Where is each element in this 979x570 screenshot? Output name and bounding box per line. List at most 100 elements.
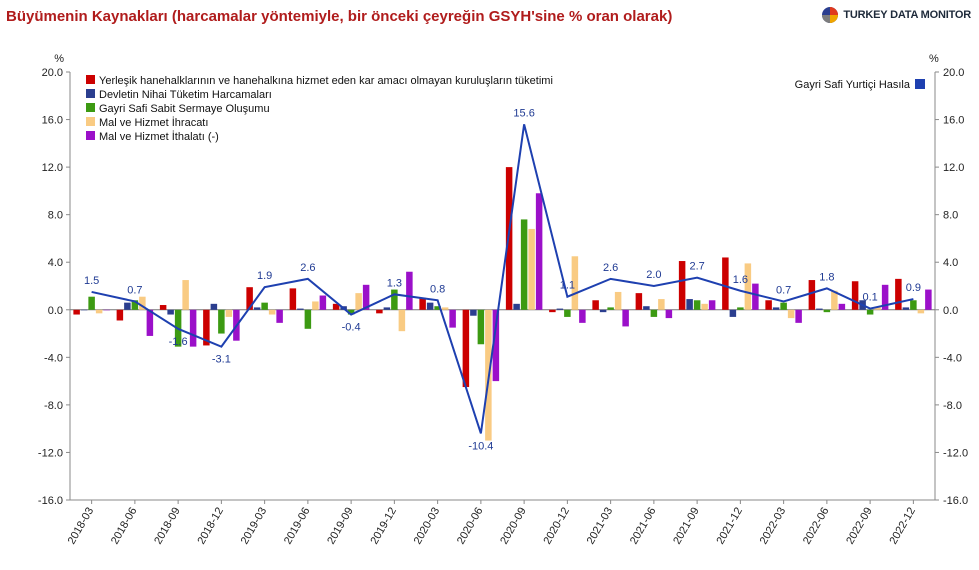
right-tick-label: -16.0 — [943, 495, 968, 507]
bar — [159, 305, 167, 310]
right-tick-label: 0.0 — [943, 305, 958, 317]
gdp-data-label: 2.6 — [300, 262, 315, 274]
bar — [246, 287, 253, 310]
x-tick-label: 2021-06 — [628, 506, 659, 547]
bar — [261, 302, 268, 310]
left-tick-label: 0.0 — [48, 305, 63, 317]
bar — [449, 309, 456, 328]
legend-label: Yerleşik hanehalklarının ve hanehalkına … — [99, 75, 553, 87]
bar — [665, 309, 673, 319]
bar — [88, 296, 95, 310]
bar — [780, 302, 787, 310]
bar — [722, 257, 729, 310]
bar — [218, 309, 225, 334]
gdp-data-label: 0.9 — [906, 282, 921, 294]
left-tick-label: 16.0 — [42, 115, 63, 127]
bar — [116, 309, 124, 321]
bar — [925, 289, 932, 310]
gdp-data-label: 2.6 — [603, 262, 618, 274]
bar — [686, 299, 693, 310]
bar — [319, 295, 327, 310]
bar — [419, 297, 426, 310]
bar — [729, 309, 737, 317]
x-tick-label: 2020-09 — [498, 506, 529, 547]
bar — [347, 309, 355, 315]
bar — [528, 228, 535, 310]
bar — [556, 308, 564, 310]
bar — [492, 309, 500, 382]
bar — [643, 306, 650, 310]
globe-icon — [822, 7, 839, 23]
bar — [895, 278, 902, 310]
bar — [737, 307, 744, 310]
legend-label: Mal ve Hizmet İhracatı — [99, 116, 208, 129]
right-tick-label: 4.0 — [943, 257, 958, 269]
right-tick-label: -4.0 — [943, 352, 962, 364]
right-tick-label: -8.0 — [943, 400, 962, 412]
bar — [607, 307, 614, 310]
bar — [376, 309, 383, 314]
gdp-line — [91, 124, 914, 434]
bar — [535, 193, 543, 310]
bar — [103, 309, 110, 311]
gdp-data-label: 1.8 — [819, 271, 834, 283]
bar — [225, 309, 233, 317]
bar — [406, 271, 413, 310]
bar — [744, 263, 752, 310]
bar — [592, 300, 599, 310]
right-tick-label: 12.0 — [943, 162, 964, 174]
bar — [678, 261, 686, 310]
bar — [189, 309, 197, 347]
gdp-data-label: 15.6 — [513, 107, 534, 119]
bar — [297, 308, 304, 310]
bar — [520, 219, 528, 310]
gdp-data-label: 1.6 — [733, 274, 748, 286]
left-tick-label: 20.0 — [42, 67, 63, 79]
bar — [823, 309, 831, 313]
bar — [462, 309, 470, 388]
bar — [513, 303, 520, 310]
gdp-data-label: -3.1 — [212, 354, 231, 366]
bar — [131, 300, 139, 310]
x-tick-label: 2022-06 — [801, 506, 832, 547]
left-tick-label: -16.0 — [38, 495, 63, 507]
right-axis-unit: % — [929, 53, 939, 65]
left-tick-label: -12.0 — [38, 447, 63, 459]
x-tick-label: 2021-12 — [714, 506, 745, 547]
legend: Yerleşik hanehalklarının ve hanehalkına … — [86, 75, 925, 143]
bar — [434, 306, 441, 310]
legend-swatch — [86, 103, 95, 112]
bar — [441, 307, 449, 310]
x-tick-label: 2018-09 — [152, 506, 183, 547]
gdp-data-label: 0.7 — [776, 284, 791, 296]
left-tick-label: 8.0 — [48, 210, 63, 222]
x-tick-label: 2018-06 — [109, 506, 140, 547]
x-tick-label: 2020-03 — [412, 506, 443, 547]
bar — [795, 309, 802, 323]
gdp-data-label: 0.7 — [127, 284, 142, 296]
bar — [210, 303, 218, 310]
bar — [139, 296, 146, 310]
gdp-data-label: 1.5 — [84, 275, 99, 287]
bar — [564, 309, 571, 317]
x-tick-label: 2021-09 — [671, 506, 702, 547]
right-tick-label: 16.0 — [943, 115, 964, 127]
bar — [866, 309, 874, 315]
bar — [276, 309, 283, 323]
left-tick-label: 4.0 — [48, 257, 63, 269]
bar — [902, 307, 910, 310]
bar — [80, 309, 88, 311]
chart-title: Büyümenin Kaynakları (harcamalar yöntemi… — [6, 8, 673, 25]
x-tick-label: 2022-09 — [844, 506, 875, 547]
gdp-data-label: -1.6 — [169, 336, 188, 348]
bar — [398, 309, 406, 332]
x-tick-label: 2020-12 — [541, 506, 572, 547]
bar — [658, 299, 665, 310]
bar — [752, 283, 759, 310]
left-tick-label: -4.0 — [44, 352, 63, 364]
bar — [635, 293, 643, 310]
x-tick-label: 2019-12 — [368, 506, 399, 547]
bar — [549, 309, 556, 313]
bar — [579, 309, 586, 323]
